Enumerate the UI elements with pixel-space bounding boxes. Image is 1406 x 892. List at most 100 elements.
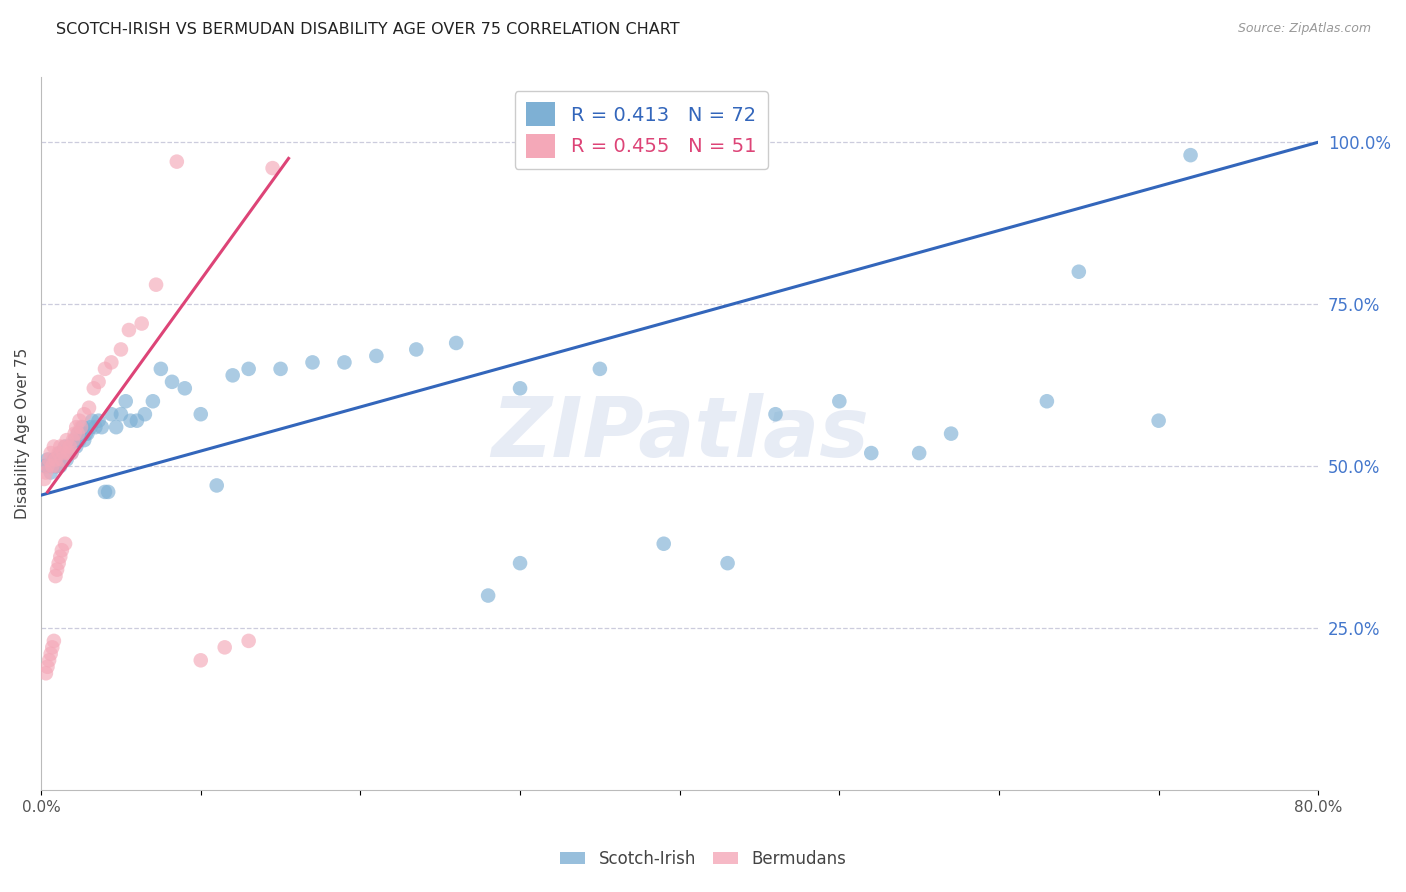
Point	[44, 569, 66, 583]
Point	[70, 426, 93, 441]
Point	[908, 446, 931, 460]
Point	[42, 440, 65, 454]
Text: SCOTCH-IRISH VS BERMUDAN DISABILITY AGE OVER 75 CORRELATION CHART: SCOTCH-IRISH VS BERMUDAN DISABILITY AGE …	[56, 22, 681, 37]
Point	[238, 633, 260, 648]
Point	[79, 420, 101, 434]
Point	[190, 653, 212, 667]
Point	[333, 355, 356, 369]
Point	[38, 653, 60, 667]
Text: ZIPatlas: ZIPatlas	[491, 393, 869, 475]
Point	[67, 414, 90, 428]
Point	[59, 440, 82, 454]
Point	[444, 335, 467, 350]
Point	[60, 446, 83, 460]
Point	[262, 161, 284, 175]
Point	[44, 452, 66, 467]
Point	[76, 426, 98, 441]
Point	[65, 440, 87, 454]
Point	[114, 394, 136, 409]
Point	[105, 420, 128, 434]
Point	[65, 420, 87, 434]
Point	[87, 414, 110, 428]
Point	[49, 549, 72, 564]
Point	[131, 317, 153, 331]
Point	[62, 440, 84, 454]
Point	[1147, 414, 1170, 428]
Point	[73, 407, 96, 421]
Point	[238, 362, 260, 376]
Point	[63, 433, 86, 447]
Point	[63, 426, 86, 441]
Point	[828, 394, 851, 409]
Legend: R = 0.413   N = 72, R = 0.455   N = 51: R = 0.413 N = 72, R = 0.455 N = 51	[515, 91, 768, 169]
Point	[41, 458, 63, 473]
Point	[51, 452, 73, 467]
Point	[366, 349, 388, 363]
Point	[44, 458, 66, 473]
Point	[939, 426, 962, 441]
Point	[46, 458, 69, 473]
Point	[589, 362, 612, 376]
Point	[94, 362, 117, 376]
Point	[66, 426, 89, 441]
Point	[53, 537, 76, 551]
Point	[39, 466, 62, 480]
Y-axis label: Disability Age Over 75: Disability Age Over 75	[15, 348, 30, 519]
Point	[405, 343, 427, 357]
Point	[41, 640, 63, 655]
Point	[120, 414, 142, 428]
Point	[52, 446, 75, 460]
Point	[49, 440, 72, 454]
Point	[1067, 265, 1090, 279]
Point	[48, 452, 70, 467]
Point	[205, 478, 228, 492]
Point	[73, 433, 96, 447]
Point	[37, 458, 59, 473]
Point	[190, 407, 212, 421]
Point	[35, 458, 58, 473]
Point	[160, 375, 183, 389]
Point	[55, 452, 77, 467]
Point	[42, 452, 65, 467]
Point	[35, 466, 58, 480]
Point	[72, 420, 94, 434]
Point	[41, 458, 63, 473]
Point	[145, 277, 167, 292]
Point	[67, 433, 90, 447]
Point	[477, 589, 499, 603]
Point	[166, 154, 188, 169]
Point	[90, 420, 112, 434]
Point	[34, 458, 56, 473]
Point	[53, 440, 76, 454]
Point	[35, 666, 58, 681]
Point	[83, 381, 105, 395]
Point	[38, 452, 60, 467]
Point	[37, 452, 59, 467]
Point	[60, 446, 83, 460]
Point	[53, 440, 76, 454]
Text: Source: ZipAtlas.com: Source: ZipAtlas.com	[1237, 22, 1371, 36]
Point	[38, 458, 60, 473]
Point	[75, 426, 97, 441]
Point	[860, 446, 883, 460]
Point	[84, 420, 107, 434]
Point	[59, 440, 82, 454]
Point	[48, 556, 70, 570]
Point	[55, 433, 77, 447]
Point	[58, 446, 80, 460]
Point	[270, 362, 292, 376]
Point	[509, 381, 531, 395]
Point	[51, 543, 73, 558]
Point	[214, 640, 236, 655]
Point	[49, 446, 72, 460]
Point	[110, 343, 132, 357]
Point	[100, 355, 122, 369]
Point	[652, 537, 675, 551]
Legend: Scotch-Irish, Bermudans: Scotch-Irish, Bermudans	[554, 844, 852, 875]
Point	[87, 375, 110, 389]
Point	[52, 446, 75, 460]
Point	[301, 355, 323, 369]
Point	[97, 484, 120, 499]
Point	[221, 368, 243, 383]
Point	[58, 446, 80, 460]
